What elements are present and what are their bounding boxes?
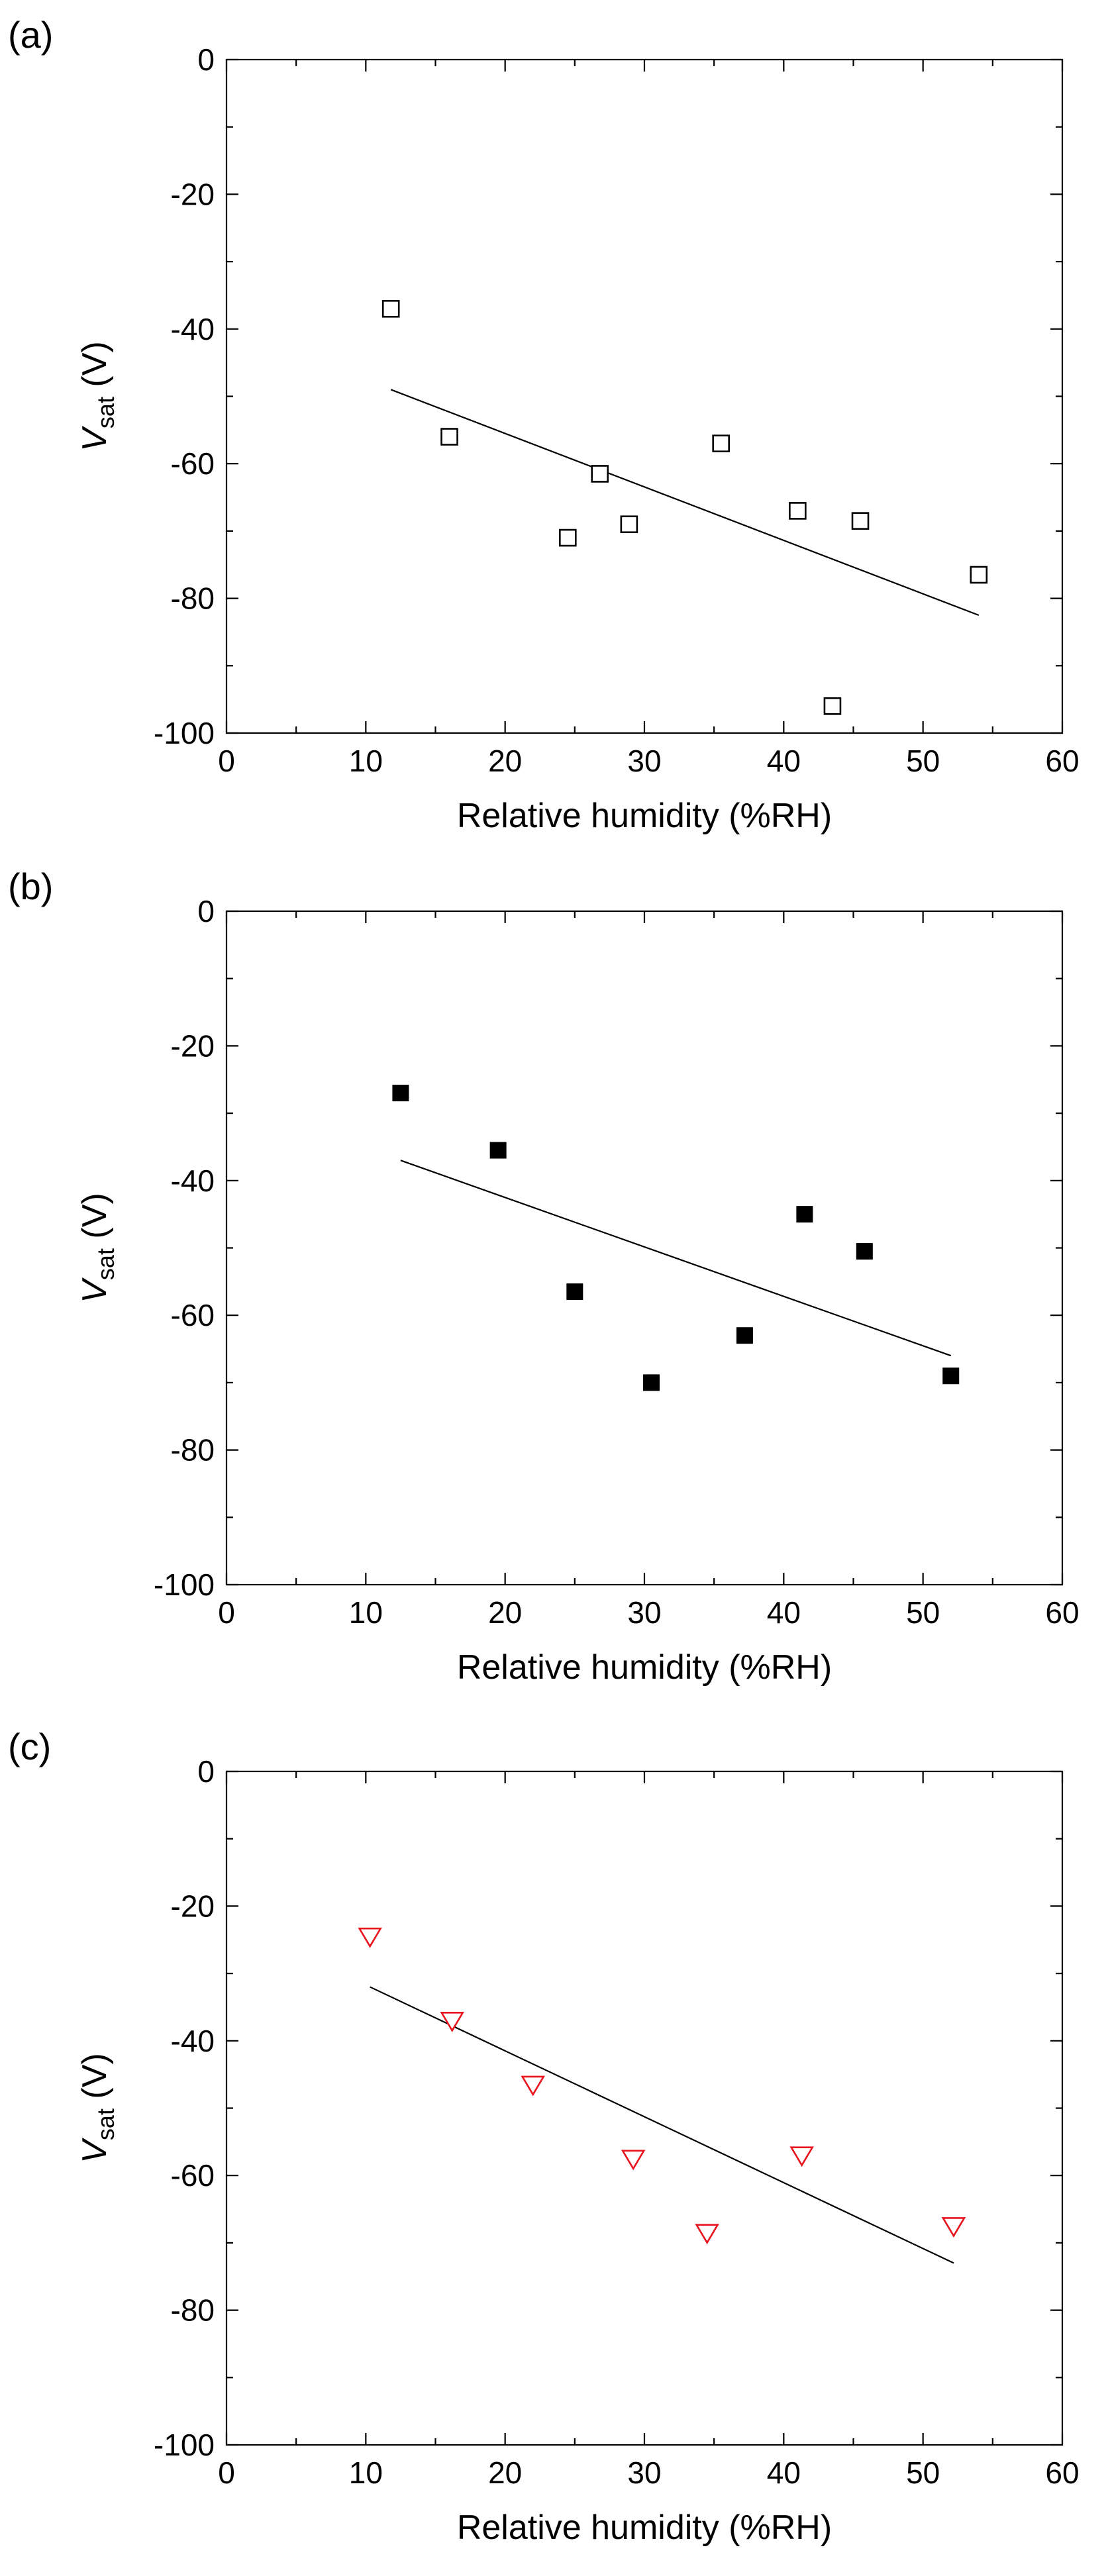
x-tick-label: 50	[906, 744, 940, 778]
y-axis-title-subscript: sat	[92, 2108, 119, 2140]
data-point	[381, 299, 400, 318]
y-tick-label: 0	[197, 894, 215, 928]
data-point	[851, 512, 870, 530]
y-axis-title-subscript: sat	[92, 1248, 119, 1280]
x-axis-title: Relative humidity (%RH)	[457, 797, 832, 835]
y-tick-label: -80	[171, 1433, 215, 1467]
fit-line	[370, 1986, 954, 2264]
panel-label: (b)	[8, 866, 53, 907]
data-point	[796, 1206, 813, 1223]
plot-frame	[225, 910, 1064, 1586]
data-point	[621, 2150, 646, 2171]
x-tick-label: 40	[767, 2455, 801, 2490]
y-tick-label: -100	[154, 716, 215, 750]
y-tick-label: -20	[171, 1889, 215, 1923]
x-tick-label: 30	[627, 1595, 661, 1630]
y-tick-label: -100	[154, 2428, 215, 2462]
plot-frame	[225, 58, 1064, 734]
y-tick-label: -60	[171, 446, 215, 481]
data-point	[392, 1085, 409, 1102]
data-point	[942, 1367, 960, 1385]
y-tick-label: -80	[171, 581, 215, 616]
data-point	[856, 1243, 873, 1260]
y-axis-title-symbol: V	[76, 2138, 114, 2163]
y-tick-label: -60	[171, 1298, 215, 1332]
x-tick-label: 0	[218, 744, 235, 778]
data-point	[789, 2146, 814, 2167]
x-tick-label: 60	[1045, 1595, 1079, 1630]
y-tick-label: -20	[171, 1028, 215, 1063]
y-axis-title-symbol: V	[76, 426, 114, 452]
data-point	[941, 2217, 966, 2238]
data-point	[440, 2011, 465, 2032]
x-tick-label: 20	[488, 744, 522, 778]
y-tick-label: -100	[154, 1567, 215, 1602]
data-point	[620, 515, 638, 534]
y-axis-title: Vsat (V)	[76, 341, 119, 451]
y-tick-label: -40	[171, 312, 215, 346]
x-tick-label: 30	[627, 2455, 661, 2490]
y-tick-label: 0	[197, 42, 215, 77]
data-point	[712, 434, 730, 452]
x-tick-label: 60	[1045, 744, 1079, 778]
data-point	[970, 566, 988, 584]
fit-line	[400, 1160, 952, 1357]
x-tick-label: 20	[488, 2455, 522, 2490]
y-axis-title-subscript: sat	[92, 397, 119, 428]
y-axis-title-unit: (V)	[76, 341, 114, 397]
chart-panel-2: (b) 0 10 20 30 40 50 60 0 -20 -40 -60 -80 -100 Relativ…	[8, 866, 1080, 1687]
x-axis-title: Relative humidity (%RH)	[457, 1648, 832, 1687]
x-tick-label: 0	[218, 2455, 235, 2490]
chart-panel-1: (a) 0 10 20 30 40 50 60 0 -20 -40 -60 -80 -100 Relativ…	[8, 14, 1080, 835]
y-axis-title-unit: (V)	[76, 2053, 114, 2108]
y-axis-title-symbol: V	[76, 1277, 114, 1303]
y-tick-label: -60	[171, 2158, 215, 2193]
data-point	[521, 2075, 546, 2097]
data-point	[695, 2224, 719, 2245]
y-tick-label: -40	[171, 1164, 215, 1198]
y-axis-title: Vsat (V)	[76, 2053, 119, 2163]
x-tick-label: 10	[349, 2455, 383, 2490]
x-tick-label: 10	[349, 1595, 383, 1630]
data-point	[643, 1374, 660, 1391]
y-tick-label: -80	[171, 2293, 215, 2328]
x-tick-label: 0	[218, 1595, 235, 1630]
x-tick-label: 20	[488, 1595, 522, 1630]
panel-label: (a)	[8, 14, 53, 56]
x-tick-label: 40	[767, 1595, 801, 1630]
data-point	[736, 1327, 753, 1344]
x-tick-label: 10	[349, 744, 383, 778]
panel-label: (c)	[8, 1726, 51, 1767]
data-point	[489, 1142, 507, 1159]
data-point	[358, 1927, 382, 1948]
y-tick-label: -20	[171, 177, 215, 211]
y-axis-title-unit: (V)	[76, 1193, 114, 1248]
x-tick-label: 50	[906, 2455, 940, 2490]
fit-line	[390, 389, 980, 617]
x-tick-label: 40	[767, 744, 801, 778]
x-tick-label: 60	[1045, 2455, 1079, 2490]
data-point	[559, 528, 577, 547]
x-axis-title: Relative humidity (%RH)	[457, 2508, 832, 2547]
plot-frame	[225, 1770, 1064, 2446]
data-point	[823, 697, 842, 715]
x-tick-label: 30	[627, 744, 661, 778]
chart-panel-3: (c) 0 10 20 30 40 50 60 0 -20 -40 -60 -80 -100 Relativ…	[8, 1726, 1080, 2547]
y-tick-label: 0	[197, 1754, 215, 1789]
data-point	[591, 465, 609, 483]
x-tick-label: 50	[906, 1595, 940, 1630]
data-point	[566, 1283, 583, 1301]
data-point	[789, 502, 807, 520]
data-point	[440, 428, 458, 446]
y-tick-label: -40	[171, 2024, 215, 2058]
y-axis-title: Vsat (V)	[76, 1193, 119, 1303]
